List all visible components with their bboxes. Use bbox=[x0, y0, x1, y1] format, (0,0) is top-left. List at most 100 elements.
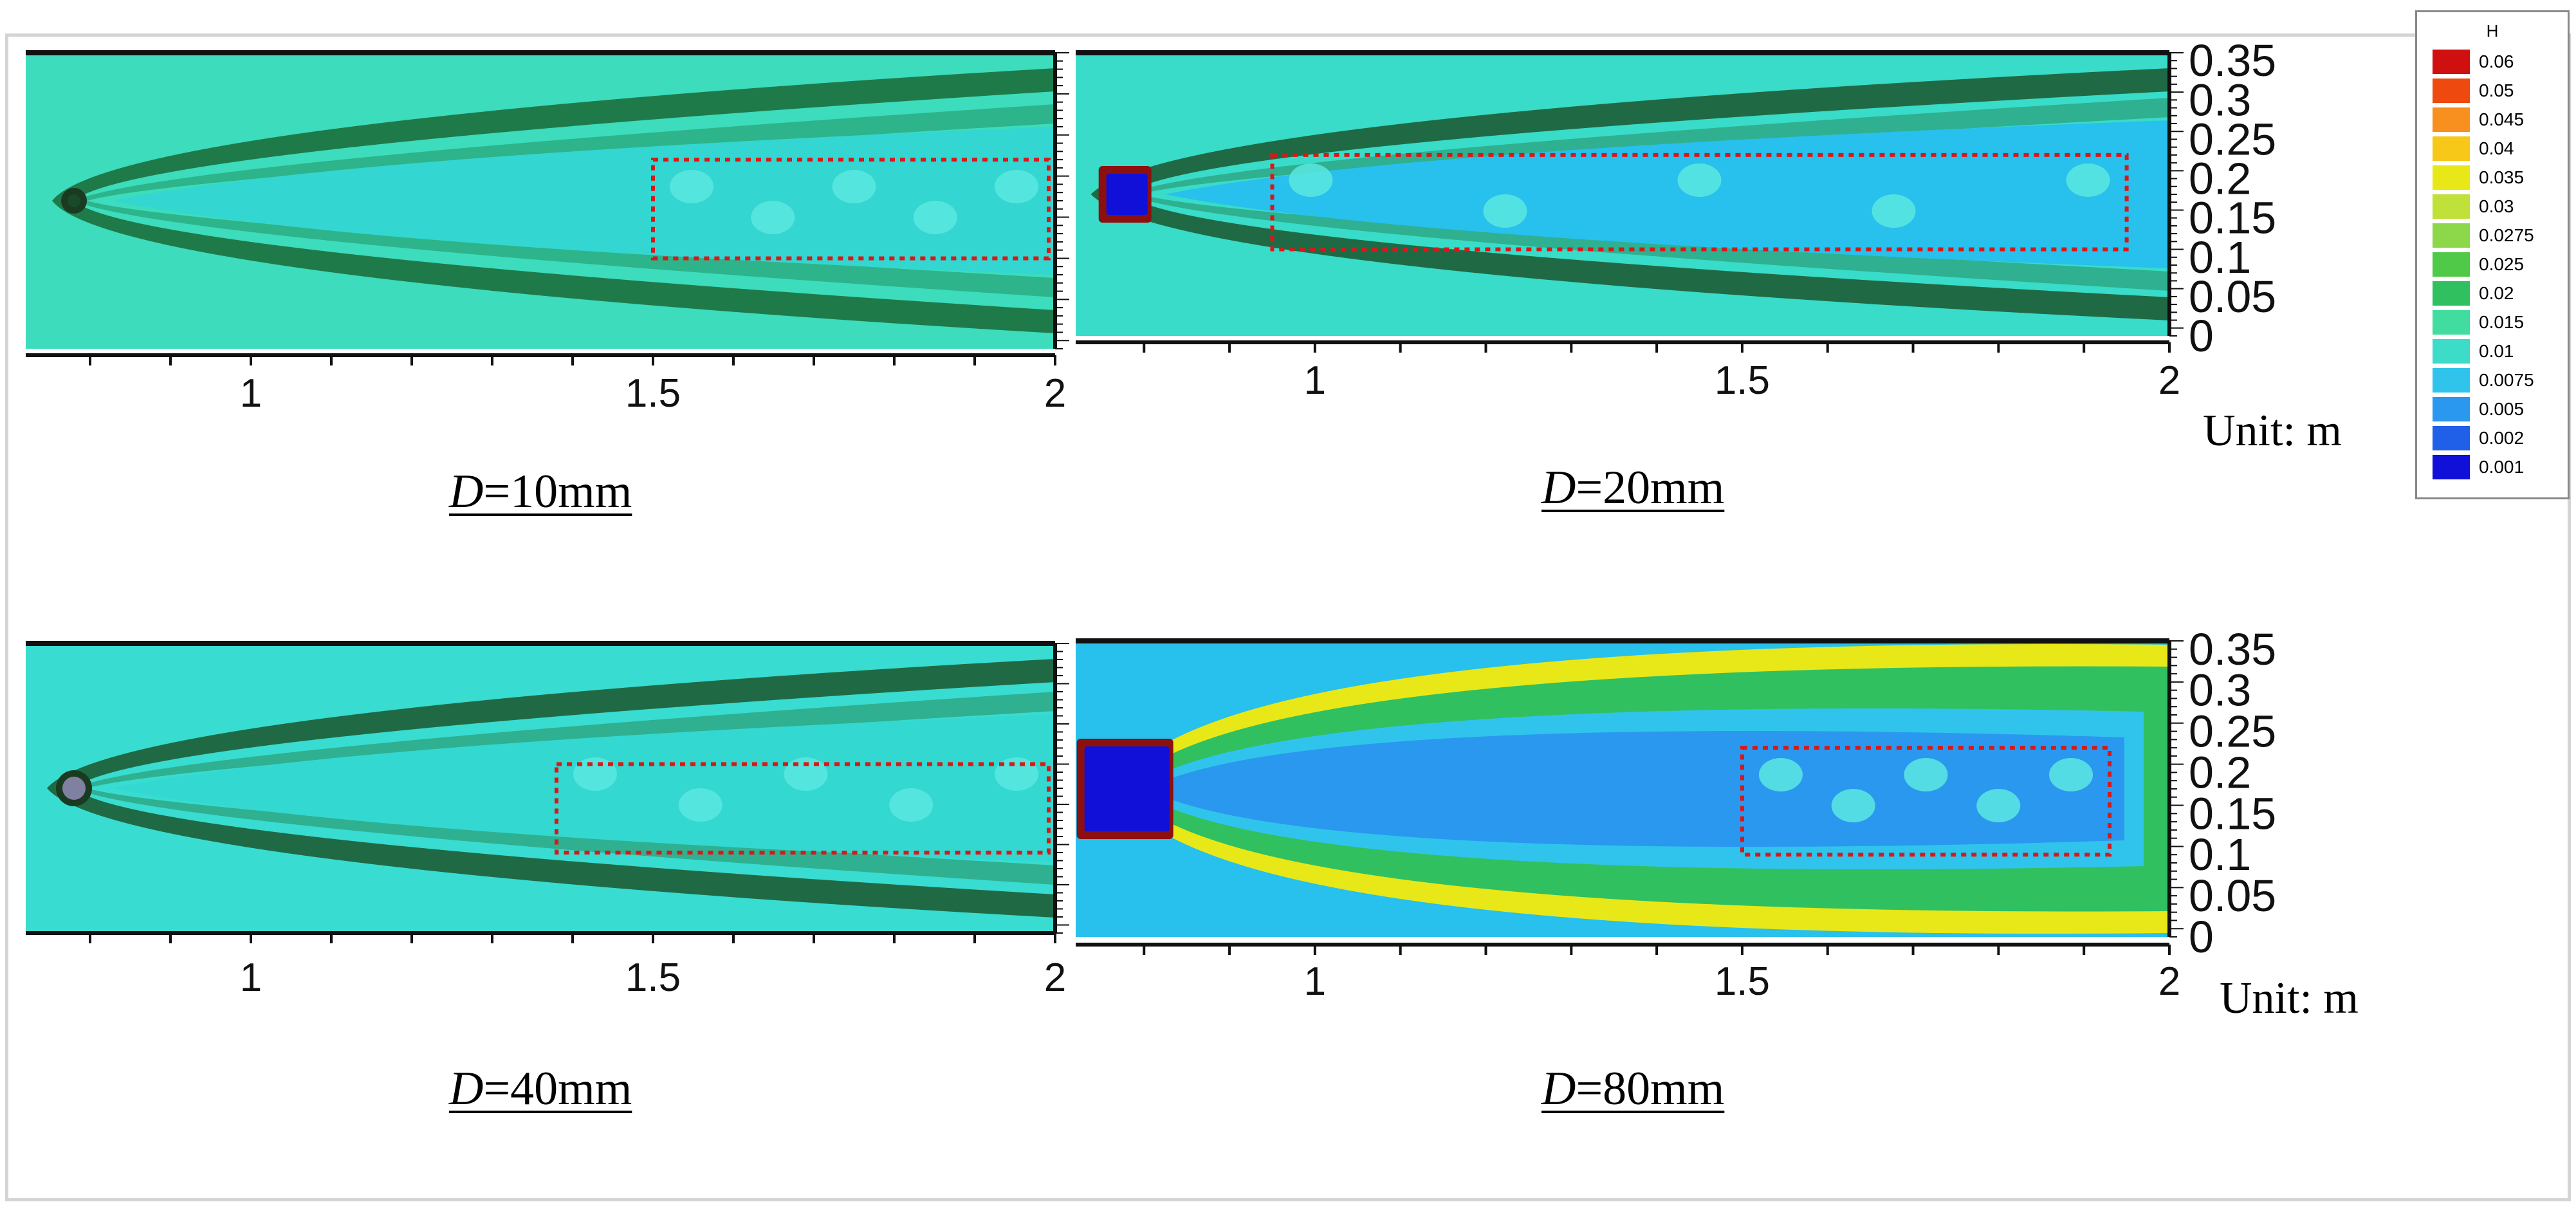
colorbar-swatch bbox=[2433, 455, 2470, 479]
caption-var: D bbox=[1541, 461, 1576, 514]
vortex-blob bbox=[2066, 163, 2110, 197]
vortex-blob bbox=[751, 201, 795, 234]
vortex-blob bbox=[1677, 163, 1722, 197]
colorbar-swatch bbox=[2433, 165, 2470, 190]
colorbar-row: 0.045 bbox=[2433, 107, 2524, 132]
x-tick-label: 1 bbox=[1304, 358, 1326, 403]
colorbar-level-label: 0.02 bbox=[2479, 283, 2514, 303]
vortex-blob bbox=[670, 170, 713, 203]
contour-panel-d20: 1 1.5 2 0.350.30.250.20.150.10.050 bbox=[1076, 35, 2276, 403]
contour-panel-d10: 1 1.5 2 bbox=[26, 50, 1069, 416]
caption-var: D bbox=[449, 465, 484, 518]
caption-value: =20mm bbox=[1576, 461, 1725, 514]
y-tick-label: 0.05 bbox=[2189, 871, 2276, 921]
colorbar-swatch bbox=[2433, 136, 2470, 161]
y-tick-label: 0.05 bbox=[2189, 272, 2276, 322]
y-tick-label: 0.3 bbox=[2189, 665, 2251, 716]
colorbar-row: 0.01 bbox=[2433, 339, 2514, 364]
shear-layer-outer bbox=[52, 68, 1055, 333]
colorbar-row: 0.001 bbox=[2433, 455, 2524, 479]
vortex-blob bbox=[889, 788, 934, 822]
vortex-blob bbox=[573, 757, 617, 791]
colorbar-swatch bbox=[2433, 252, 2470, 277]
colorbar-swatch bbox=[2433, 281, 2470, 306]
colorbar-swatch bbox=[2433, 50, 2470, 74]
colorbar-row: 0.005 bbox=[2433, 397, 2524, 421]
y-tick-label: 0.25 bbox=[2189, 707, 2276, 757]
caption-d20: D=20mm bbox=[1541, 461, 1724, 515]
cylinder bbox=[1084, 746, 1170, 831]
caption-var: D bbox=[1541, 1062, 1576, 1115]
y-tick-label: 0 bbox=[2189, 311, 2214, 361]
caption-value: =10mm bbox=[483, 465, 632, 518]
cylinder bbox=[1106, 174, 1148, 215]
shear-layer-inner bbox=[74, 692, 1055, 885]
x-tick-label: 1.5 bbox=[1715, 358, 1770, 403]
x-tick-label: 2 bbox=[2158, 358, 2180, 403]
vortex-blob bbox=[995, 757, 1038, 791]
x-tick-label: 1.5 bbox=[625, 956, 681, 1000]
x-tick-label: 2 bbox=[1044, 371, 1066, 416]
x-tick-label: 1 bbox=[240, 371, 262, 416]
vortex-blob bbox=[1831, 789, 1875, 822]
y-tick-label: 0.2 bbox=[2189, 154, 2251, 204]
y-tick-label: 0 bbox=[2189, 912, 2214, 962]
vortex-blob bbox=[2049, 758, 2093, 791]
colorbar-legend: H 0.06 0.05 0.045 0.04 0.035 0.03 0.0275 0.025 0… bbox=[2415, 10, 2570, 499]
colorbar-row: 0.04 bbox=[2433, 136, 2514, 161]
colorbar-level-label: 0.0275 bbox=[2479, 225, 2534, 245]
colorbar-level-label: 0.06 bbox=[2479, 51, 2514, 71]
x-tick-label: 1.5 bbox=[1715, 959, 1770, 1004]
colorbar-level-label: 0.002 bbox=[2479, 428, 2525, 448]
y-tick-label: 0.1 bbox=[2189, 232, 2251, 282]
colorbar-row: 0.05 bbox=[2433, 79, 2514, 103]
colorbar-level-label: 0.035 bbox=[2479, 167, 2525, 187]
colorbar-swatch bbox=[2433, 426, 2470, 450]
colorbar-swatch bbox=[2433, 397, 2470, 421]
colorbar-row: 0.0275 bbox=[2433, 223, 2534, 248]
figure-frame bbox=[5, 33, 2571, 1201]
colorbar-row: 0.03 bbox=[2433, 194, 2514, 219]
colorbar-row: 0.0075 bbox=[2433, 368, 2534, 393]
shear-layer-outer bbox=[1090, 68, 2169, 320]
unit-label-d20: Unit: m bbox=[2203, 406, 2342, 456]
colorbar-row: 0.035 bbox=[2433, 165, 2524, 190]
colorbar-level-label: 0.005 bbox=[2479, 399, 2525, 419]
colorbar-level-label: 0.04 bbox=[2479, 138, 2514, 158]
y-tick-label: 0.1 bbox=[2189, 829, 2251, 880]
colorbar-swatch bbox=[2433, 194, 2470, 219]
x-tick-label: 1 bbox=[1304, 959, 1326, 1004]
wake-core bbox=[1146, 731, 2124, 847]
vortex-blob bbox=[678, 788, 722, 822]
colorbar-row: 0.015 bbox=[2433, 310, 2524, 335]
colorbar-row: 0.06 bbox=[2433, 50, 2514, 74]
vortex-blob bbox=[1976, 789, 2021, 822]
shear-layer-inner bbox=[74, 104, 1055, 297]
vortex-blob bbox=[832, 170, 876, 203]
x-tick-label: 2 bbox=[1044, 956, 1066, 1000]
colorbar-title: H bbox=[2486, 21, 2499, 41]
colorbar-swatch bbox=[2433, 223, 2470, 248]
vortex-blob bbox=[1872, 194, 1916, 228]
vortex-blob bbox=[1289, 163, 1333, 197]
cylinder bbox=[68, 194, 80, 207]
vortex-blob bbox=[1483, 194, 1527, 228]
shear-layer-inner bbox=[1127, 98, 2169, 291]
colorbar-level-label: 0.025 bbox=[2479, 254, 2525, 274]
x-tick-label: 1.5 bbox=[625, 371, 681, 416]
colorbar-row: 0.025 bbox=[2433, 252, 2524, 277]
caption-value: =40mm bbox=[483, 1062, 632, 1115]
contour-panel-d40: 1 1.5 2 bbox=[26, 641, 1069, 1000]
colorbar-level-label: 0.0075 bbox=[2479, 370, 2534, 390]
colorbar-swatch bbox=[2433, 79, 2470, 103]
colorbar-level-label: 0.045 bbox=[2479, 109, 2525, 129]
colorbar-swatch bbox=[2433, 107, 2470, 132]
colorbar-level-label: 0.001 bbox=[2479, 457, 2525, 477]
caption-d80: D=80mm bbox=[1541, 1062, 1724, 1116]
region-box bbox=[651, 158, 1051, 261]
colorbar-swatch bbox=[2433, 368, 2470, 393]
caption-d40: D=40mm bbox=[449, 1062, 632, 1116]
y-tick-label: 0.35 bbox=[2189, 35, 2276, 86]
colorbar-swatch bbox=[2433, 310, 2470, 335]
vortex-blob bbox=[1904, 758, 1948, 791]
